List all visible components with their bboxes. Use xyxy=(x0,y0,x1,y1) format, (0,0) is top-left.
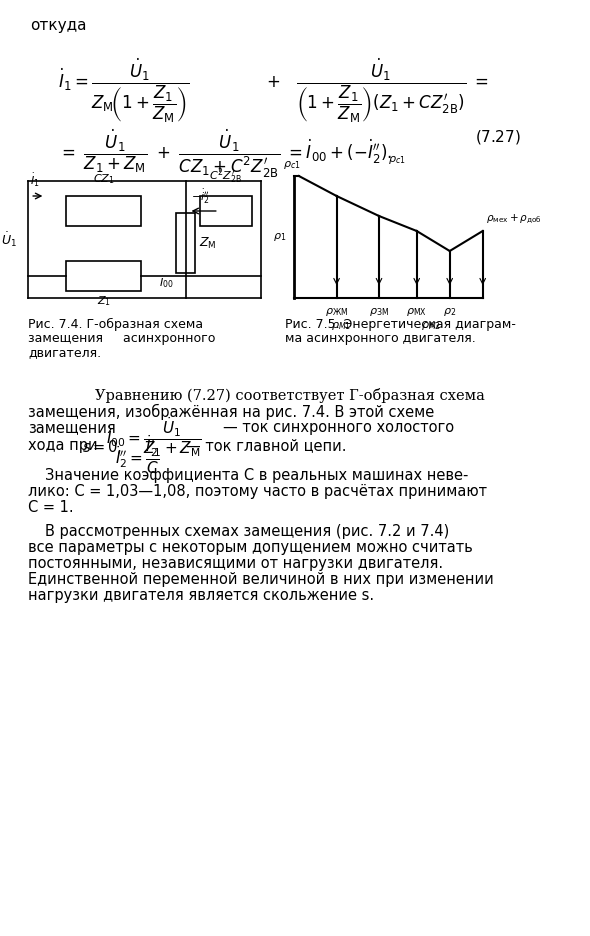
Text: В рассмотренных схемах замещения (рис. 7.2 и 7.4): В рассмотренных схемах замещения (рис. 7… xyxy=(45,524,450,539)
Text: $CZ_1$: $CZ_1$ xyxy=(93,172,114,186)
Text: C = 1.: C = 1. xyxy=(28,500,74,515)
Text: $-\dot{i}_2^{\prime\prime}$: $-\dot{i}_2^{\prime\prime}$ xyxy=(191,188,209,206)
Text: $\rho_2$: $\rho_2$ xyxy=(443,306,456,318)
Text: $\rho_\text{мех}+\rho_\text{доб}$: $\rho_\text{мех}+\rho_\text{доб}$ xyxy=(486,212,542,226)
Text: $I_{00}$: $I_{00}$ xyxy=(159,276,174,290)
Text: $+\quad\dfrac{\dot{U}_1}{\left(1+\dfrac{Z_1}{Z_\mathrm{M}}\right)(Z_1+CZ_\mathrm: $+\quad\dfrac{\dot{U}_1}{\left(1+\dfrac{… xyxy=(266,56,489,124)
Text: $\dot{U}_1$: $\dot{U}_1$ xyxy=(1,230,17,249)
Text: $\rho_{\text{ЖМ}}$: $\rho_{\text{ЖМ}}$ xyxy=(325,306,348,318)
Text: $\rho_{M1}$: $\rho_{M1}$ xyxy=(332,320,351,332)
Bar xyxy=(66,196,142,226)
Text: — ток главной цепи.: — ток главной цепи. xyxy=(186,438,346,453)
Bar xyxy=(66,261,142,291)
Text: $\rho_{\text{МХ}}$: $\rho_{\text{МХ}}$ xyxy=(407,306,427,318)
Bar xyxy=(200,196,252,226)
Text: $\rho_{\text{ЗМ}}$: $\rho_{\text{ЗМ}}$ xyxy=(369,306,389,318)
Text: Уравнению (7.27) соответствует Г-образная схема: Уравнению (7.27) соответствует Г-образна… xyxy=(94,388,484,403)
Text: Единственной переменной величиной в них при изменении: Единственной переменной величиной в них … xyxy=(28,572,494,587)
Text: $Z_\mathrm{M}$: $Z_\mathrm{M}$ xyxy=(199,236,217,251)
Text: постоянными, независящими от нагрузки двигателя.: постоянными, независящими от нагрузки дв… xyxy=(28,556,444,571)
Text: $s=0,$: $s=0,$ xyxy=(82,438,122,456)
Text: хода при: хода при xyxy=(28,438,98,453)
Text: $\dot{I}_1 = \dfrac{\dot{U}_1}{Z_\mathrm{M}\!\left(1+\dfrac{Z_1}{Z_\mathrm{M}}\r: $\dot{I}_1 = \dfrac{\dot{U}_1}{Z_\mathrm… xyxy=(58,56,189,124)
Text: $\rho_{c1}$: $\rho_{c1}$ xyxy=(283,159,301,171)
Text: замещения, изображённая на рис. 7.4. В этой схеме: замещения, изображённая на рис. 7.4. В э… xyxy=(28,404,435,420)
Text: $\dot{I}_2^{\prime\prime} = \dfrac{\dot{I}_2^{\prime}}{C}$: $\dot{I}_2^{\prime\prime} = \dfrac{\dot{… xyxy=(115,434,159,476)
Text: $C^2Z_{2\mathrm{B}}^{\prime}$: $C^2Z_{2\mathrm{B}}^{\prime}$ xyxy=(209,167,242,186)
Text: $\dot{I}_{00} = \dfrac{\dot{U}_1}{Z_1 + Z_\mathrm{M}}$: $\dot{I}_{00} = \dfrac{\dot{U}_1}{Z_1 + … xyxy=(106,416,202,459)
Text: замещения     асинхронного: замещения асинхронного xyxy=(28,332,216,345)
Bar xyxy=(176,213,195,273)
Text: $(7.27)$: $(7.27)$ xyxy=(475,128,520,146)
Text: замещения: замещения xyxy=(28,420,116,435)
Text: $\dot{I}_1$: $\dot{I}_1$ xyxy=(30,172,40,189)
Text: Рис. 7.5. Энергетическая диаграм-: Рис. 7.5. Энергетическая диаграм- xyxy=(285,318,516,331)
Text: лико: C = 1,03—1,08, поэтому часто в расчётах принимают: лико: C = 1,03—1,08, поэтому часто в рас… xyxy=(28,484,487,499)
Text: $=\ \dfrac{\dot{U}_1}{Z_1+Z_\mathrm{M}}\ +\ \dfrac{\dot{U}_1}{CZ_1+C^2Z_\mathrm{: $=\ \dfrac{\dot{U}_1}{Z_1+Z_\mathrm{M}}\… xyxy=(58,128,392,181)
Text: откуда: откуда xyxy=(30,18,87,33)
Text: все параметры с некоторым допущением можно считать: все параметры с некоторым допущением мож… xyxy=(28,540,473,555)
Text: — ток синхронного холостого: — ток синхронного холостого xyxy=(224,420,454,435)
Text: Значение коэффициента C в реальных машинах неве-: Значение коэффициента C в реальных машин… xyxy=(45,468,468,483)
Text: $\rho_{c1}$: $\rho_{c1}$ xyxy=(388,154,406,166)
Text: $\rho_{M2}$: $\rho_{M2}$ xyxy=(421,320,441,332)
Text: $Z_1$: $Z_1$ xyxy=(97,294,111,308)
Text: $\rho_1$: $\rho_1$ xyxy=(273,231,287,243)
Text: Рис. 7.4. Г-образная схема: Рис. 7.4. Г-образная схема xyxy=(28,318,204,331)
Text: двигателя.: двигателя. xyxy=(28,346,101,359)
Text: ма асинхронного двигателя.: ма асинхронного двигателя. xyxy=(285,332,476,345)
Text: нагрузки двигателя является скольжение s.: нагрузки двигателя является скольжение s… xyxy=(28,588,375,603)
